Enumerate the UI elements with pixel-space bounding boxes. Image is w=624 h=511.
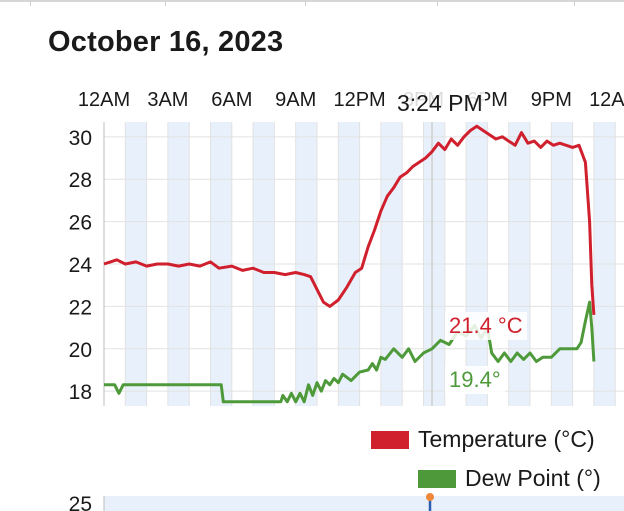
y-tick-label: 20 (69, 339, 92, 362)
cursor-time-tooltip: 3:24 PM (395, 90, 485, 117)
x-tick-label: 12AM (78, 89, 130, 111)
tab-separator (165, 0, 166, 6)
x-tick-label: 9AM (275, 89, 316, 111)
legend-item-temperature[interactable]: Temperature (°C) (371, 426, 595, 453)
y-tick-label: 30 (69, 127, 92, 150)
dew-point-readout: 19.4° (445, 366, 505, 394)
dew-point-swatch (418, 469, 456, 488)
legend-label-temperature: Temperature (°C) (418, 426, 595, 452)
temperature-swatch (371, 430, 409, 449)
temperature-line (103, 124, 596, 316)
second-chart-cursor-dot (426, 493, 434, 501)
x-tick-label: 6AM (211, 89, 252, 111)
x-tick-label: 9PM (531, 89, 572, 111)
x-tick-label: 12PM (333, 89, 385, 111)
top-divider (0, 0, 624, 2)
dew-point-line (104, 300, 596, 404)
top-tab-strip (0, 0, 624, 6)
legend-label-dew-point: Dew Point (°) (465, 465, 601, 491)
tab-separator (305, 0, 306, 6)
y-tick-label: 26 (69, 212, 92, 235)
second-chart-y-tick-label: 25 (69, 493, 92, 511)
legend-item-dew-point[interactable]: Dew Point (°) (418, 465, 601, 492)
temperature-readout: 21.4 °C (445, 312, 527, 340)
x-tick-label: 12AM (589, 89, 624, 111)
x-tick-label: 3AM (147, 89, 188, 111)
tab-separator (574, 0, 575, 6)
y-tick-label: 24 (69, 254, 93, 277)
y-tick-label: 22 (69, 296, 92, 319)
y-tick-label: 28 (69, 169, 92, 192)
y-tick-label: 18 (69, 381, 92, 404)
page-title: October 16, 2023 (48, 26, 284, 58)
second-chart-band (104, 496, 624, 511)
tab-separator (30, 0, 31, 6)
tab-separator (437, 0, 438, 6)
